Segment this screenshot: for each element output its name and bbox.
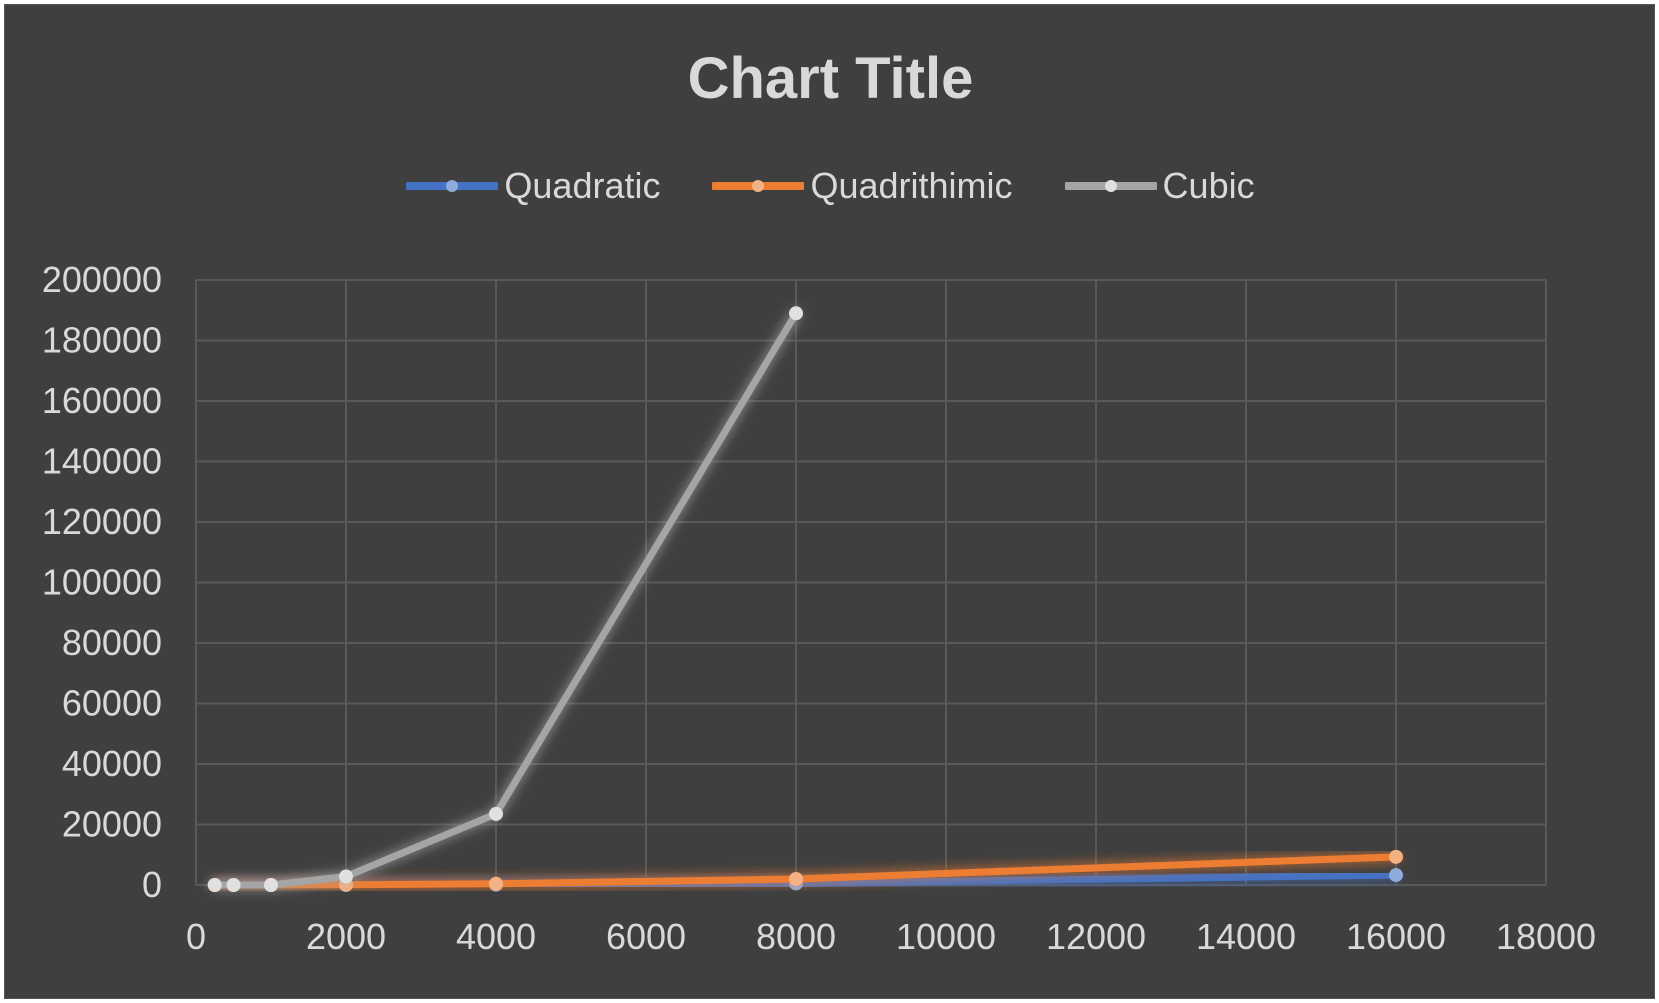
- x-tick-label: 14000: [1196, 916, 1296, 957]
- series-cubic: [207, 306, 803, 892]
- legend-label-cubic: Cubic: [1162, 165, 1255, 206]
- x-tick-label: 4000: [456, 916, 536, 957]
- x-tick-label: 2000: [306, 916, 386, 957]
- legend-item-quadratic[interactable]: Quadratic: [406, 165, 660, 207]
- legend-label-quadratic: Quadratic: [504, 165, 661, 206]
- legend-item-cubic[interactable]: Cubic: [1064, 165, 1255, 207]
- y-tick-label: 80000: [62, 622, 162, 663]
- data-point-cubic[interactable]: [226, 878, 241, 892]
- y-tick-label: 40000: [62, 743, 162, 784]
- y-tick-label: 0: [142, 864, 162, 905]
- y-tick-label: 140000: [42, 441, 162, 482]
- x-tick-label: 6000: [606, 916, 686, 957]
- legend-swatch-quadrithimic: [712, 180, 805, 192]
- y-tick-label: 120000: [42, 501, 162, 542]
- plot-area: 0200004000060000800001000001200001400001…: [42, 259, 1596, 957]
- data-point-quadratic[interactable]: [1389, 868, 1403, 883]
- x-tick-label: 12000: [1046, 916, 1146, 957]
- data-point-cubic[interactable]: [207, 878, 222, 892]
- x-tick-label: 8000: [756, 916, 836, 957]
- legend: Quadratic Quadrithimic Cubic: [5, 165, 1656, 207]
- chart-frame: Chart Title Quadratic Quadrithimic Cubic: [4, 4, 1655, 999]
- legend-swatch-quadratic: [406, 180, 499, 192]
- y-tick-label: 200000: [42, 259, 162, 300]
- legend-label-quadrithimic: Quadrithimic: [810, 165, 1013, 206]
- y-tick-label: 100000: [42, 562, 162, 603]
- data-point-cubic[interactable]: [789, 306, 803, 321]
- axis-labels-layer: 0200004000060000800001000001200001400001…: [42, 259, 1596, 957]
- data-point-cubic[interactable]: [339, 869, 353, 884]
- data-point-cubic[interactable]: [264, 878, 278, 892]
- legend-item-quadrithimic[interactable]: Quadrithimic: [712, 165, 1013, 207]
- x-tick-label: 18000: [1496, 916, 1596, 957]
- y-tick-label: 180000: [42, 320, 162, 361]
- y-tick-label: 60000: [62, 683, 162, 724]
- x-tick-label: 16000: [1346, 916, 1446, 957]
- data-point-cubic[interactable]: [489, 806, 503, 821]
- data-point-quadrithimic[interactable]: [789, 871, 803, 886]
- grid-layer: [195, 279, 1547, 886]
- data-point-quadrithimic[interactable]: [489, 876, 503, 891]
- y-tick-label: 20000: [62, 804, 162, 845]
- y-tick-label: 160000: [42, 380, 162, 421]
- chart-title: Chart Title: [687, 46, 974, 111]
- series-layer: [207, 306, 1403, 892]
- x-tick-label: 0: [186, 916, 206, 957]
- data-point-quadrithimic[interactable]: [1389, 849, 1403, 864]
- series-line-cubic[interactable]: [211, 309, 800, 889]
- legend-swatch-cubic: [1064, 180, 1157, 192]
- x-tick-label: 10000: [896, 916, 996, 957]
